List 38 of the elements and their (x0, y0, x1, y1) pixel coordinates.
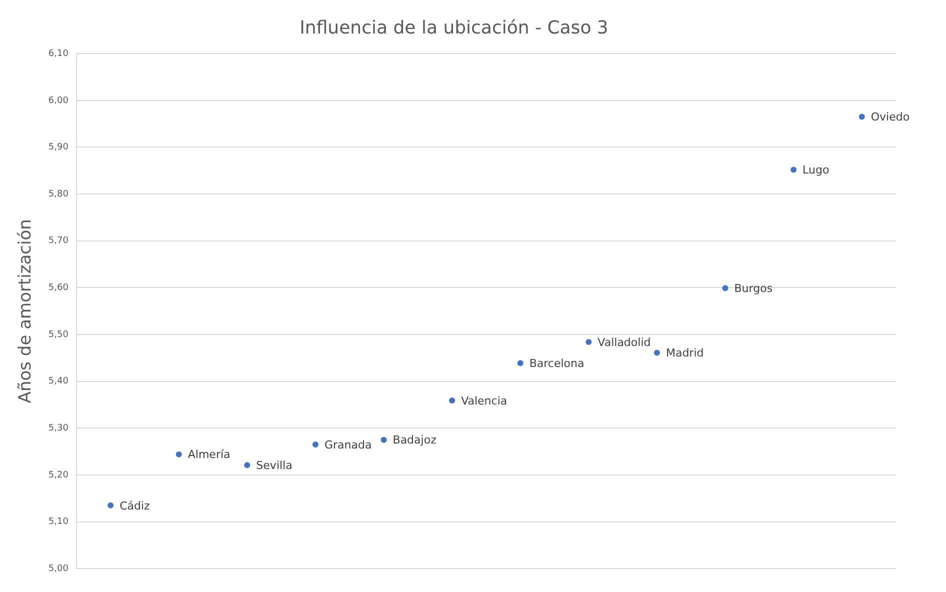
point (244, 462, 250, 468)
y-tick-label: 5,80 (48, 189, 69, 200)
point (380, 436, 387, 443)
y-tick-label: 5,40 (48, 376, 69, 387)
annotation: Burgos (734, 282, 773, 296)
y-axis-title: Años de amortización (16, 219, 36, 404)
point (858, 114, 865, 120)
annotation: Sevilla (256, 458, 292, 472)
point (176, 451, 182, 458)
annotation: Badajoz (392, 434, 437, 447)
annotation: Cádiz (120, 499, 150, 512)
annotation: Valladolid (598, 336, 651, 349)
y-tick-label: 5,30 (48, 423, 69, 434)
annotation: Granada (324, 438, 372, 452)
annotation: Valencia (461, 394, 508, 408)
chart-title: Influencia de la ubicación - Caso 3 (300, 17, 608, 38)
point (790, 166, 797, 173)
y-tick-label: 5,10 (48, 517, 69, 528)
annotation: Lugo (802, 164, 830, 177)
y-tick-label: 5,00 (48, 564, 69, 574)
point (108, 502, 114, 508)
point (654, 350, 660, 356)
annotation: Barcelona (529, 356, 584, 370)
y-tick-label: 5,90 (48, 142, 69, 153)
annotation: Almería (188, 448, 230, 462)
point (517, 360, 524, 366)
annotation: Madrid (666, 346, 704, 360)
y-tick-label: 5,20 (48, 470, 69, 480)
annotation: Oviedo (870, 110, 910, 124)
point (449, 398, 456, 404)
point (586, 339, 592, 345)
y-tick-label: 5,50 (48, 330, 69, 340)
y-tick-label: 5,60 (48, 283, 69, 294)
y-tick-label: 6,10 (48, 48, 69, 59)
y-tick-label: 5,70 (48, 236, 69, 246)
y-tick-label: 6,00 (48, 96, 69, 106)
point (722, 285, 728, 292)
point (312, 442, 318, 448)
